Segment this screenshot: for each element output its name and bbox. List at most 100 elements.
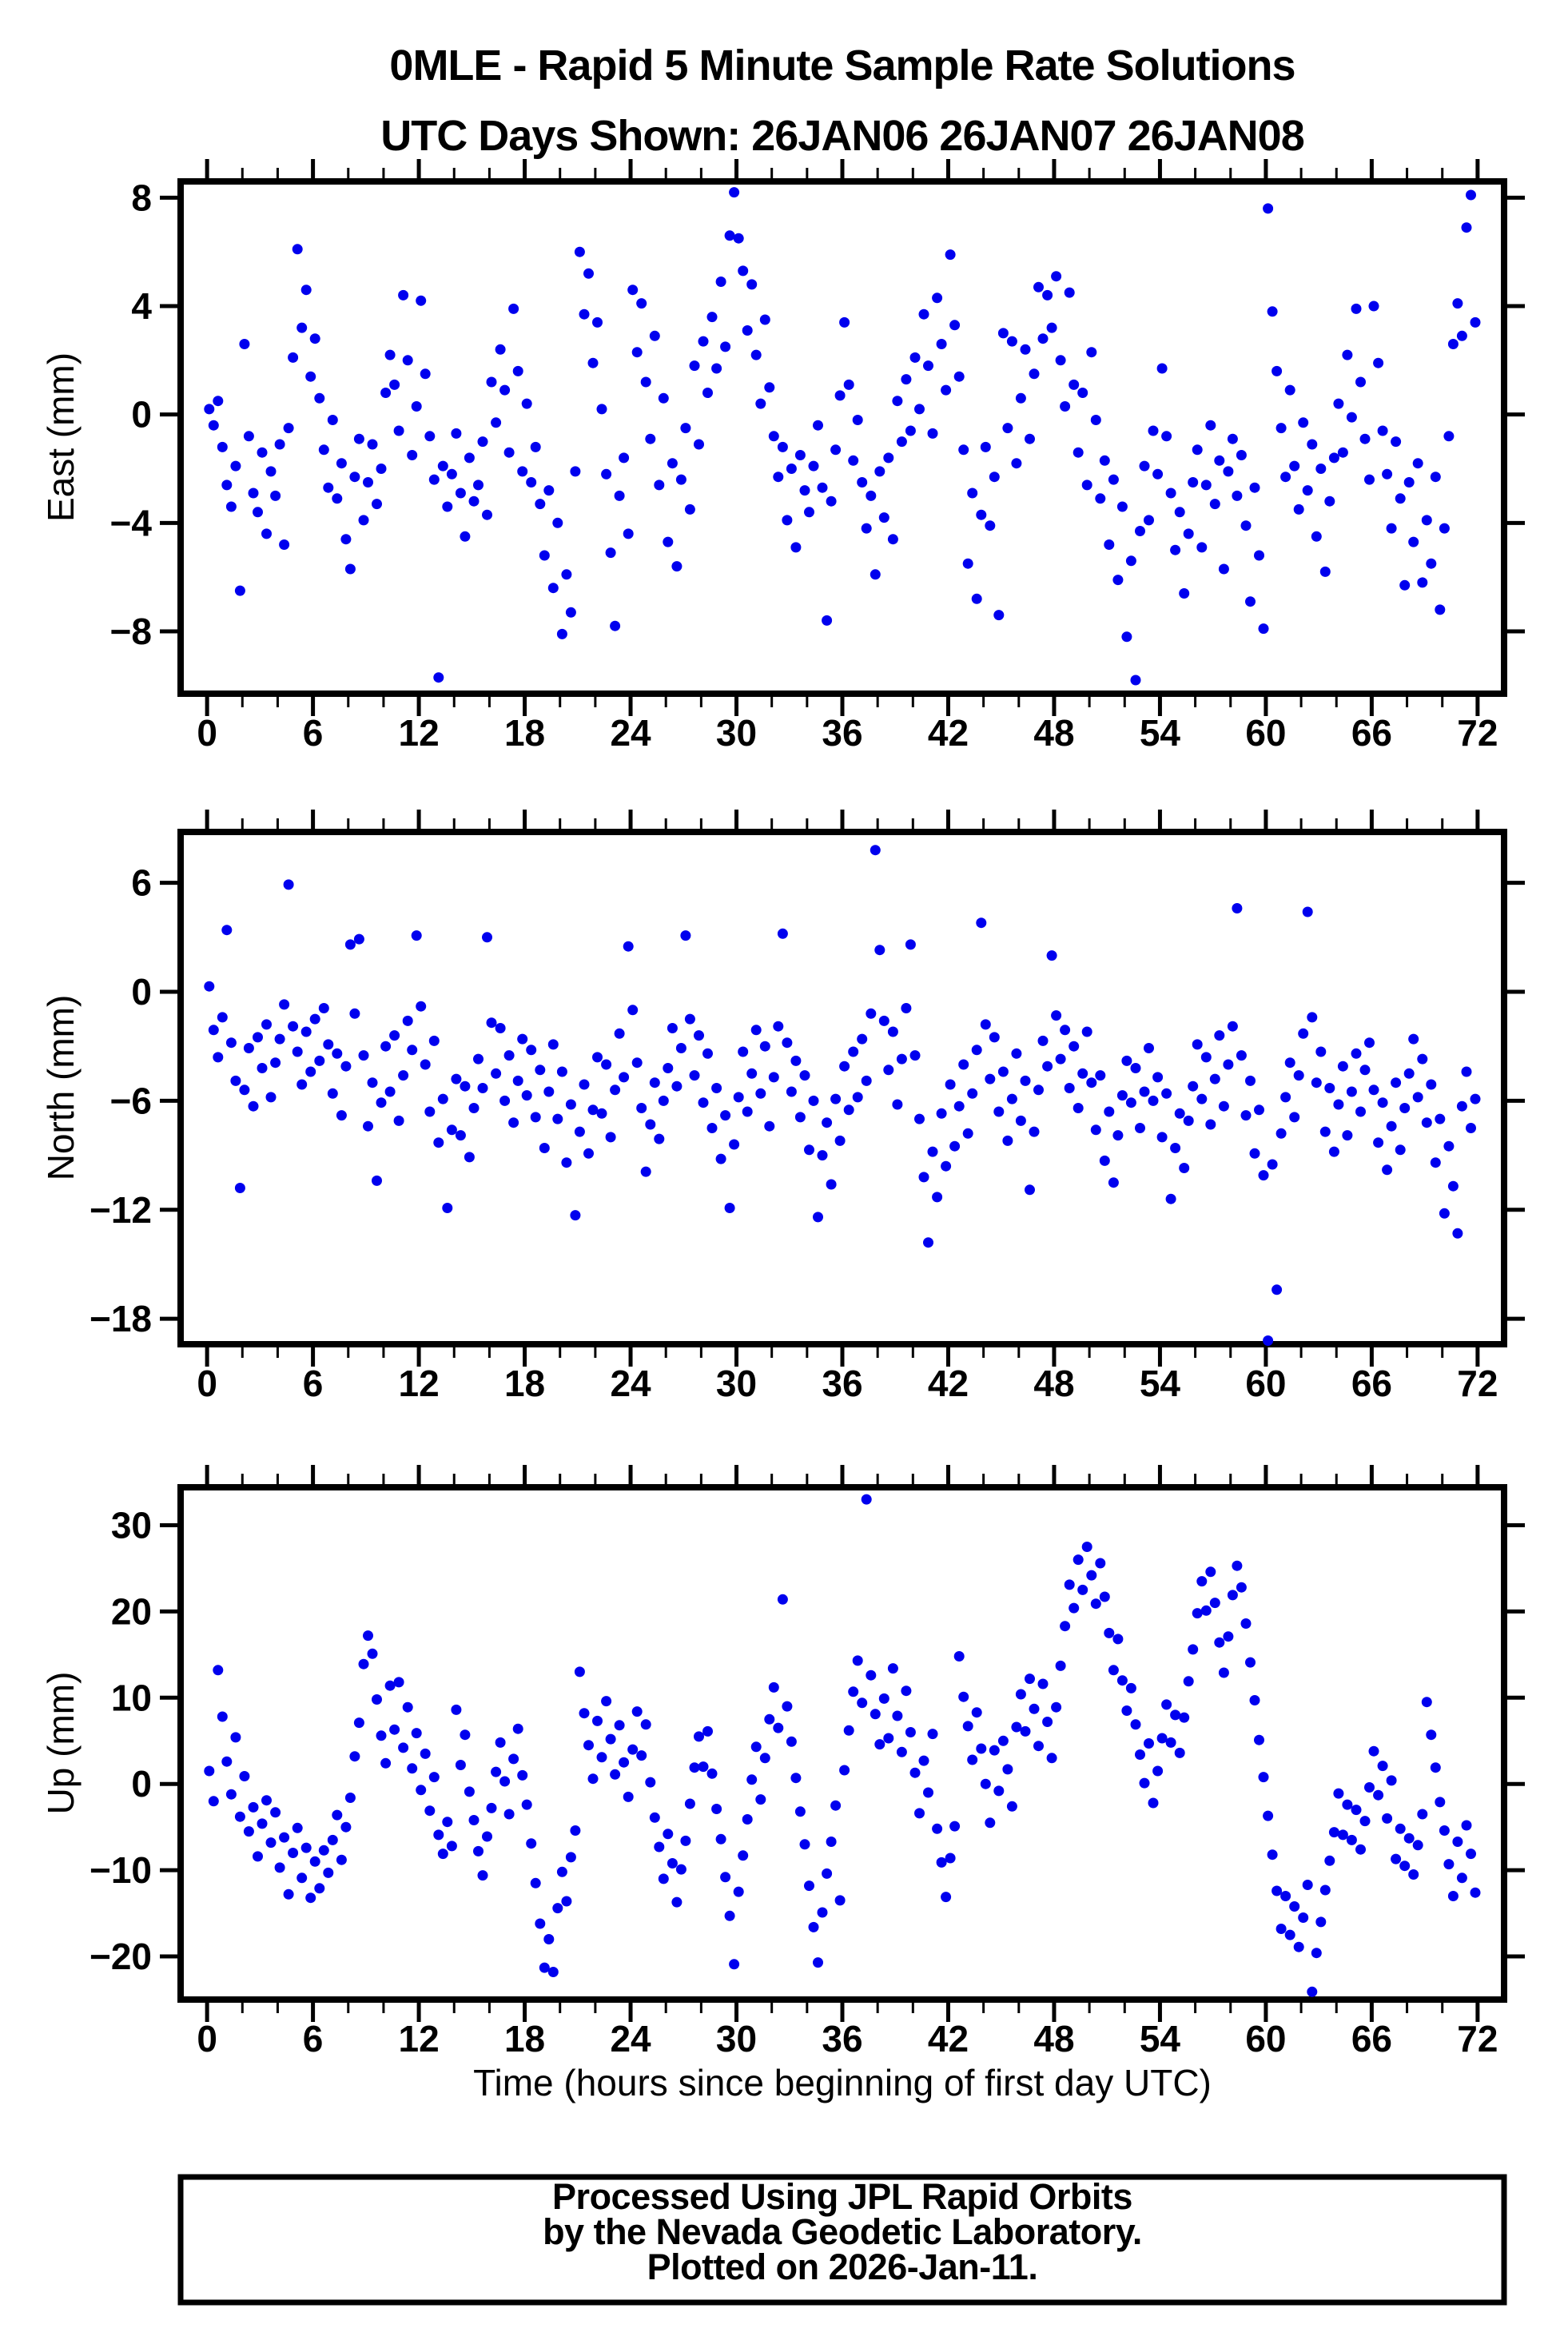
data-point	[1333, 398, 1344, 409]
x-tick-label: 36	[822, 1363, 862, 1404]
data-point	[658, 392, 669, 404]
data-point	[1307, 439, 1318, 450]
data-point	[477, 1083, 488, 1093]
data-point	[565, 1852, 576, 1863]
data-point	[283, 423, 294, 434]
data-point	[1426, 1729, 1437, 1741]
data-point	[323, 482, 334, 493]
data-point	[804, 1144, 814, 1156]
data-point	[887, 534, 898, 545]
data-point	[416, 295, 427, 306]
data-point	[980, 441, 991, 452]
data-point	[389, 1030, 400, 1041]
data-point	[1192, 1039, 1203, 1050]
data-point	[416, 1001, 427, 1012]
data-point	[914, 404, 925, 415]
data-point	[918, 1755, 929, 1766]
data-point	[1412, 458, 1423, 469]
data-point	[1417, 577, 1428, 588]
data-point	[512, 365, 523, 376]
data-point	[874, 1739, 885, 1750]
data-point	[1382, 1164, 1393, 1176]
data-point	[234, 1183, 245, 1193]
data-point	[1302, 485, 1313, 496]
data-point	[782, 1037, 793, 1049]
data-point	[715, 277, 726, 287]
data-point	[1236, 1050, 1247, 1061]
data-point	[949, 1140, 961, 1152]
data-point	[962, 558, 973, 569]
data-point	[1391, 436, 1402, 448]
data-point	[874, 945, 885, 956]
x-tick-label: 12	[398, 1363, 439, 1404]
data-point	[777, 1594, 788, 1605]
data-point	[1263, 1810, 1274, 1821]
data-point	[1064, 287, 1075, 298]
data-point	[552, 1903, 563, 1914]
east-frame	[177, 178, 1507, 697]
data-point	[596, 1752, 607, 1763]
data-point	[261, 1019, 272, 1030]
data-point	[592, 1052, 603, 1063]
data-point	[967, 1088, 978, 1099]
data-point	[1029, 368, 1040, 380]
data-point	[1095, 1070, 1106, 1081]
data-point	[221, 480, 233, 491]
data-point	[1293, 503, 1304, 515]
data-point	[1289, 1112, 1300, 1123]
data-point	[857, 1033, 868, 1045]
data-point	[1033, 281, 1044, 293]
data-point	[1284, 384, 1295, 396]
data-point	[680, 423, 691, 434]
data-point	[561, 569, 572, 580]
y-tick-label: 0	[131, 1763, 152, 1805]
data-point	[724, 1910, 735, 1921]
data-point	[1240, 520, 1252, 531]
data-point	[468, 1815, 480, 1825]
data-point	[993, 610, 1005, 621]
data-point	[720, 341, 731, 352]
data-point	[861, 1075, 872, 1086]
data-point	[323, 1867, 334, 1878]
data-point	[993, 1785, 1005, 1797]
data-point	[601, 468, 612, 480]
data-point	[579, 308, 590, 320]
data-point	[1165, 1737, 1176, 1748]
data-point	[759, 1753, 770, 1764]
data-point	[680, 1835, 691, 1846]
data-point	[790, 1773, 802, 1784]
data-point	[839, 316, 850, 328]
data-point	[667, 458, 678, 469]
data-point	[1452, 1837, 1463, 1847]
data-point	[654, 1841, 665, 1853]
data-point	[623, 941, 634, 952]
data-point	[883, 452, 894, 464]
data-point	[1307, 1012, 1318, 1023]
data-point	[1258, 623, 1269, 635]
data-point	[1011, 458, 1022, 469]
data-point	[892, 396, 903, 407]
data-point	[733, 1886, 744, 1897]
data-point	[1046, 1753, 1057, 1764]
data-point	[1179, 1163, 1190, 1173]
data-point	[482, 932, 492, 943]
data-point	[265, 1837, 277, 1849]
data-point	[623, 528, 634, 539]
data-point	[1051, 271, 1062, 282]
data-point	[1144, 515, 1154, 526]
data-point	[1254, 1734, 1264, 1745]
data-point	[1104, 1106, 1115, 1117]
data-point	[1280, 472, 1291, 483]
data-point	[896, 436, 907, 448]
data-point	[274, 1862, 285, 1873]
data-point	[1130, 1719, 1141, 1730]
data-point	[861, 523, 872, 534]
data-point	[1188, 1644, 1199, 1655]
data-point	[773, 472, 784, 483]
data-point	[1161, 1088, 1172, 1099]
data-point	[1069, 379, 1080, 390]
data-point	[451, 1704, 462, 1715]
data-point	[1298, 1028, 1309, 1039]
data-point	[1319, 1884, 1331, 1896]
data-point	[305, 371, 316, 382]
